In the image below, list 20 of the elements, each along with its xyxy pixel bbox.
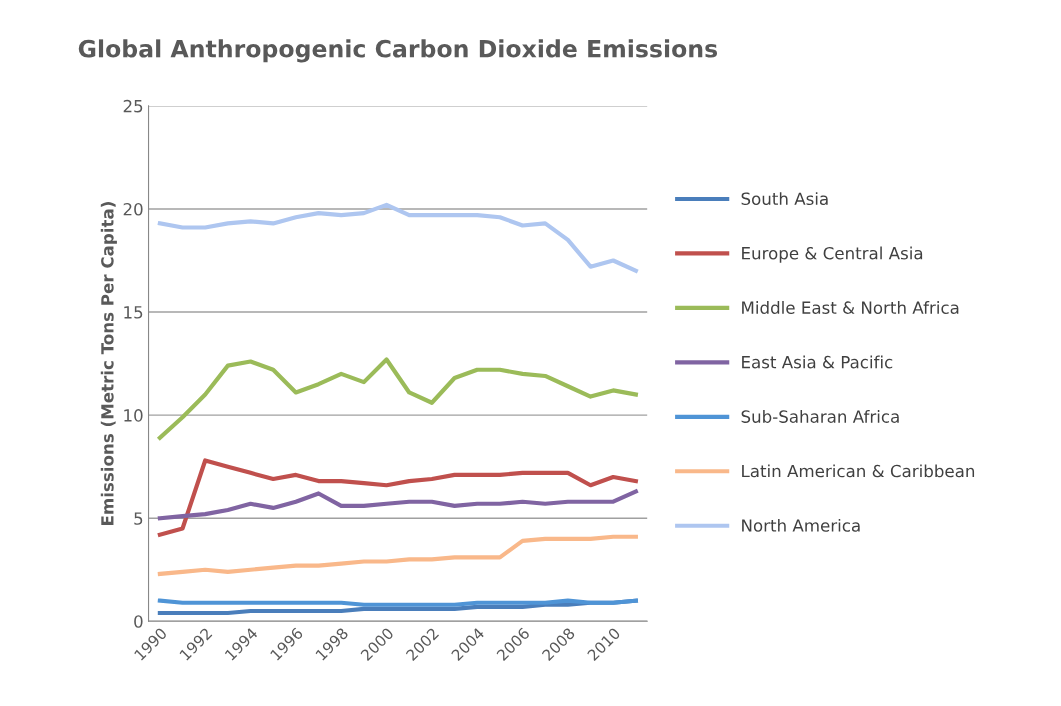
y-tick-label: 10: [124, 409, 143, 422]
legend-label: North America: [742, 518, 860, 532]
y-axis-title: Emissions (Metric Tons Per Capita): [100, 202, 117, 525]
line-series: [157, 202, 638, 273]
line-series: [157, 489, 638, 521]
y-tick-label: 5: [134, 512, 143, 525]
line-series: [157, 357, 638, 440]
chart-title: Global Anthropogenic Carbon Dioxide Emissions: [78, 39, 718, 63]
y-tick-label: 15: [124, 306, 143, 319]
y-tick-label: 0: [134, 615, 143, 628]
line-series: [157, 458, 638, 537]
y-tick-label: 20: [123, 202, 143, 216]
legend-label: South Asia: [741, 192, 828, 206]
legend-label: Sub-Saharan Africa: [741, 409, 899, 423]
legend-label: Middle East & North Africa: [742, 301, 959, 314]
legend-label: East Asia & Pacific: [742, 355, 893, 369]
line-series: [157, 534, 638, 576]
legend-label: Europe & Central Asia: [742, 246, 923, 263]
legend-label: Latin American & Caribbean: [742, 464, 975, 478]
y-tick-label: 25: [123, 99, 143, 113]
